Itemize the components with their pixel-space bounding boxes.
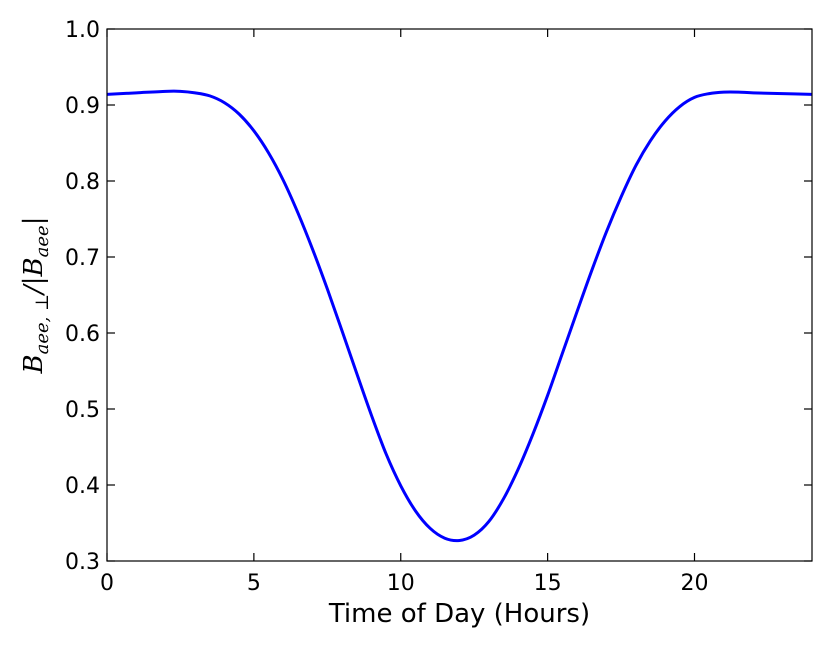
x-tick-label: 20 bbox=[681, 571, 709, 596]
y-axis-label-main: B bbox=[19, 354, 49, 374]
x-tick-label: 0 bbox=[100, 571, 114, 596]
y-axis-label-sub2: aee bbox=[32, 225, 53, 257]
y-tick-label: 0.3 bbox=[65, 550, 100, 575]
y-tick-label: 0.5 bbox=[65, 398, 100, 423]
plot-frame bbox=[106, 28, 813, 562]
x-tick-label: 5 bbox=[247, 571, 261, 596]
plot-area bbox=[106, 89, 813, 543]
x-tick-label: 15 bbox=[534, 571, 562, 596]
x-axis-label: Time of Day (Hours) bbox=[328, 599, 590, 629]
y-axis-label-sub: aee, ⊥ bbox=[32, 294, 53, 354]
y-tick-label: 0.7 bbox=[65, 246, 100, 271]
y-tick-label: 1.0 bbox=[65, 18, 100, 43]
x-tick-label: 10 bbox=[387, 571, 415, 596]
y-tick-label: 0.9 bbox=[65, 94, 100, 119]
y-axis-label-slash: /| bbox=[19, 276, 49, 297]
y-tick-label: 0.6 bbox=[65, 322, 100, 347]
series-line-0 bbox=[106, 89, 813, 543]
y-axis-label-close: | bbox=[19, 217, 49, 226]
axis-ticks: 0 5 10 15 20 0.3 0.4 0.5 0.6 0.7 0.8 0.9 1.0 bbox=[65, 18, 812, 596]
y-axis-label-main2: B bbox=[19, 257, 49, 277]
y-tick-label: 0.4 bbox=[65, 474, 100, 499]
y-axis-label: Baee, ⊥/|Baee| bbox=[19, 217, 53, 375]
y-tick-label: 0.8 bbox=[65, 170, 100, 195]
